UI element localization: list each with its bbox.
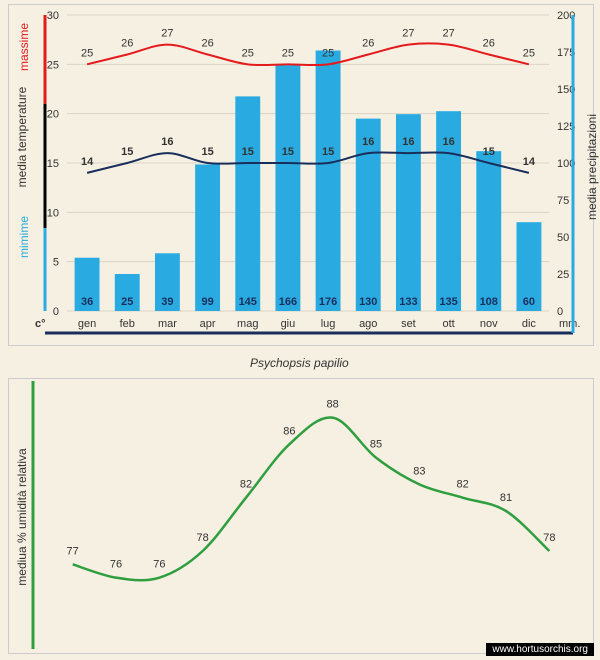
species-name: Psychopsis papilio	[250, 356, 349, 370]
climate-chart: 0510152025300255075100125150175200genfeb…	[9, 5, 593, 345]
watermark: www.hortusorchis.org	[486, 643, 594, 656]
svg-text:88: 88	[327, 399, 339, 411]
svg-text:26: 26	[201, 37, 213, 49]
svg-text:25: 25	[47, 59, 59, 71]
svg-text:81: 81	[500, 492, 512, 504]
svg-text:78: 78	[197, 532, 209, 544]
svg-text:15: 15	[121, 146, 133, 158]
svg-text:76: 76	[110, 559, 122, 571]
label-humidity: mediua % umidità relativa	[15, 437, 29, 597]
svg-text:82: 82	[457, 479, 469, 491]
svg-text:mag: mag	[237, 318, 258, 330]
svg-text:10: 10	[47, 207, 59, 219]
svg-text:25: 25	[523, 47, 535, 59]
svg-text:86: 86	[283, 425, 295, 437]
svg-text:ott: ott	[442, 318, 454, 330]
svg-text:83: 83	[413, 465, 425, 477]
svg-text:mm.: mm.	[559, 318, 580, 330]
svg-text:27: 27	[402, 28, 414, 40]
svg-text:176: 176	[319, 296, 337, 308]
svg-text:16: 16	[161, 136, 173, 148]
svg-text:75: 75	[557, 195, 569, 207]
bottom-panel: 77 76 76 78 82 86 88 85 83 82 81 78	[8, 378, 594, 654]
svg-text:26: 26	[362, 37, 374, 49]
svg-text:135: 135	[439, 296, 457, 308]
svg-text:20: 20	[47, 109, 59, 121]
svg-text:30: 30	[47, 10, 59, 22]
svg-text:60: 60	[523, 296, 535, 308]
svg-text:108: 108	[480, 296, 498, 308]
svg-text:25: 25	[322, 47, 334, 59]
label-precip: media precipitazioni	[585, 97, 599, 237]
svg-text:lug: lug	[321, 318, 336, 330]
svg-text:39: 39	[161, 296, 173, 308]
svg-text:ago: ago	[359, 318, 377, 330]
svg-text:36: 36	[81, 296, 93, 308]
humidity-chart: 77 76 76 78 82 86 88 85 83 82 81 78	[9, 379, 593, 653]
svg-text:0: 0	[557, 306, 563, 318]
svg-text:27: 27	[442, 28, 454, 40]
svg-text:133: 133	[399, 296, 417, 308]
svg-text:25: 25	[282, 47, 294, 59]
svg-text:16: 16	[442, 136, 454, 148]
svg-text:50: 50	[557, 232, 569, 244]
svg-text:15: 15	[483, 146, 495, 158]
svg-text:27: 27	[161, 28, 173, 40]
svg-text:166: 166	[279, 296, 297, 308]
svg-text:set: set	[401, 318, 416, 330]
svg-text:16: 16	[362, 136, 374, 148]
svg-text:99: 99	[201, 296, 213, 308]
svg-text:82: 82	[240, 479, 252, 491]
svg-text:feb: feb	[120, 318, 135, 330]
svg-text:15: 15	[322, 146, 334, 158]
svg-text:130: 130	[359, 296, 377, 308]
svg-text:85: 85	[370, 439, 382, 451]
svg-text:dic: dic	[522, 318, 537, 330]
svg-text:76: 76	[153, 559, 165, 571]
label-minime: mimime	[17, 207, 31, 267]
svg-text:15: 15	[47, 158, 59, 170]
svg-text:c°: c°	[35, 318, 46, 330]
svg-text:15: 15	[282, 146, 294, 158]
svg-text:giu: giu	[281, 318, 296, 330]
svg-text:nov: nov	[480, 318, 498, 330]
svg-text:15: 15	[242, 146, 254, 158]
svg-text:26: 26	[483, 37, 495, 49]
svg-text:25: 25	[557, 269, 569, 281]
svg-text:apr: apr	[200, 318, 216, 330]
svg-text:25: 25	[81, 47, 93, 59]
svg-text:25: 25	[121, 296, 133, 308]
svg-text:145: 145	[239, 296, 257, 308]
label-media-temp: media temperature	[15, 77, 29, 197]
svg-text:gen: gen	[78, 318, 96, 330]
top-panel: 0510152025300255075100125150175200genfeb…	[8, 4, 594, 346]
svg-text:78: 78	[543, 532, 555, 544]
svg-text:26: 26	[121, 37, 133, 49]
svg-text:25: 25	[242, 47, 254, 59]
svg-text:15: 15	[201, 146, 213, 158]
svg-text:5: 5	[53, 257, 59, 269]
svg-text:0: 0	[53, 306, 59, 318]
svg-text:16: 16	[402, 136, 414, 148]
svg-text:14: 14	[523, 156, 536, 168]
svg-text:mar: mar	[158, 318, 177, 330]
svg-text:14: 14	[81, 156, 94, 168]
label-massime: massime	[17, 17, 31, 77]
svg-text:77: 77	[67, 545, 79, 557]
